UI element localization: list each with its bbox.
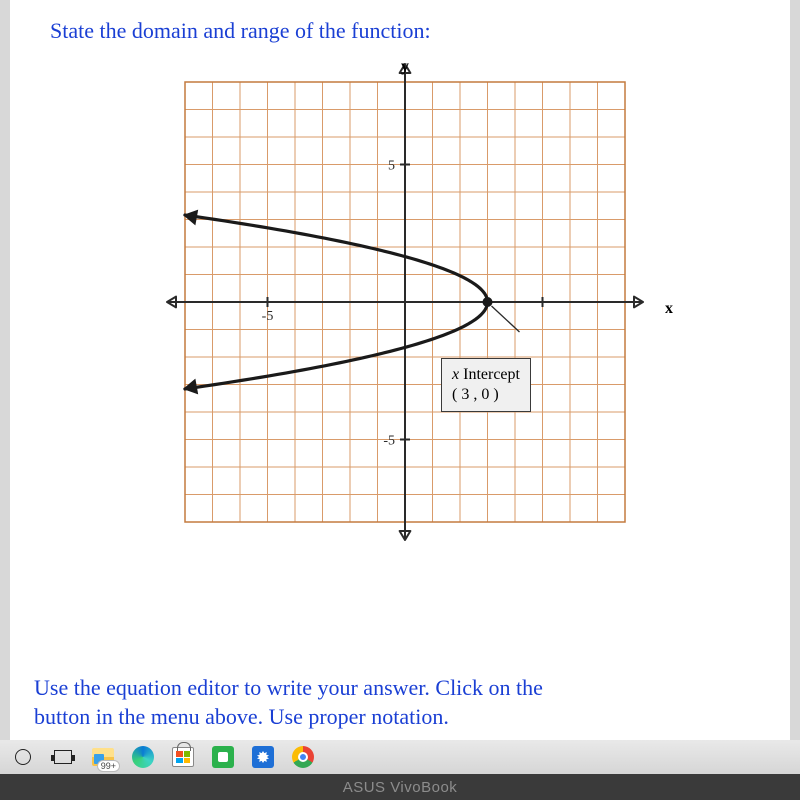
edge-browser-icon[interactable] xyxy=(130,744,156,770)
laptop-brand-strip: ASUS VivoBook xyxy=(0,774,800,800)
x-intercept-callout: x Intercept ( 3 , 0 ) xyxy=(441,358,531,412)
function-graph: -5 5 -5 xyxy=(165,62,645,542)
file-explorer-icon[interactable]: 99+ xyxy=(90,744,116,770)
instruction-text: Use the equation editor to write your an… xyxy=(34,673,790,732)
x-axis-label: x xyxy=(665,300,673,318)
brand-text: ASUS VivoBook xyxy=(343,779,458,796)
svg-text:5: 5 xyxy=(388,159,395,174)
svg-text:-5: -5 xyxy=(383,434,395,449)
task-view-icon[interactable] xyxy=(50,744,76,770)
settings-app-icon[interactable] xyxy=(250,744,276,770)
instruction-line-2: button in the menu above. Use proper not… xyxy=(34,702,790,732)
windows-taskbar[interactable]: 99+ xyxy=(0,740,800,774)
chrome-browser-icon[interactable] xyxy=(290,744,316,770)
intercept-label: x Intercept xyxy=(452,365,520,385)
worksheet-page: State the domain and range of the functi… xyxy=(10,0,790,740)
instruction-line-1: Use the equation editor to write your an… xyxy=(34,673,790,703)
y-axis-label: y xyxy=(401,58,409,76)
app-green-icon[interactable] xyxy=(210,744,236,770)
question-prompt: State the domain and range of the functi… xyxy=(50,18,760,44)
cortana-circle-icon[interactable] xyxy=(10,744,36,770)
svg-text:-5: -5 xyxy=(262,309,274,324)
explorer-badge: 99+ xyxy=(97,760,120,772)
graph-container: y -55-5 x x Intercept ( 3 , 0 ) xyxy=(155,62,655,542)
intercept-value: ( 3 , 0 ) xyxy=(452,385,520,405)
microsoft-store-icon[interactable] xyxy=(170,744,196,770)
